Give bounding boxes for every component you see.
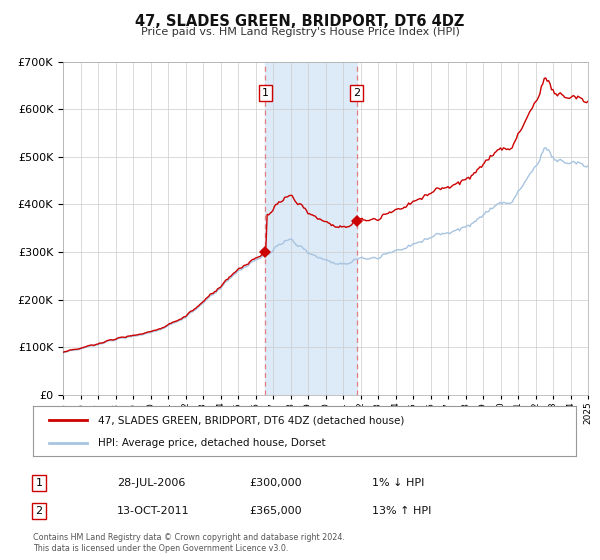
Text: £300,000: £300,000: [249, 478, 302, 488]
Text: 47, SLADES GREEN, BRIDPORT, DT6 4DZ: 47, SLADES GREEN, BRIDPORT, DT6 4DZ: [136, 14, 464, 29]
Text: 28-JUL-2006: 28-JUL-2006: [117, 478, 185, 488]
Text: 2: 2: [35, 506, 43, 516]
Text: 13% ↑ HPI: 13% ↑ HPI: [372, 506, 431, 516]
Text: 13-OCT-2011: 13-OCT-2011: [117, 506, 190, 516]
Text: 2: 2: [353, 88, 361, 98]
Text: 1: 1: [35, 478, 43, 488]
Text: 1: 1: [262, 88, 269, 98]
Text: Contains HM Land Registry data © Crown copyright and database right 2024.: Contains HM Land Registry data © Crown c…: [33, 533, 345, 542]
Text: £365,000: £365,000: [249, 506, 302, 516]
Text: This data is licensed under the Open Government Licence v3.0.: This data is licensed under the Open Gov…: [33, 544, 289, 553]
Text: Price paid vs. HM Land Registry's House Price Index (HPI): Price paid vs. HM Land Registry's House …: [140, 27, 460, 37]
Text: HPI: Average price, detached house, Dorset: HPI: Average price, detached house, Dors…: [98, 438, 326, 449]
Bar: [265, 62, 357, 395]
Text: 47, SLADES GREEN, BRIDPORT, DT6 4DZ (detached house): 47, SLADES GREEN, BRIDPORT, DT6 4DZ (det…: [98, 415, 404, 425]
Text: 1% ↓ HPI: 1% ↓ HPI: [372, 478, 424, 488]
